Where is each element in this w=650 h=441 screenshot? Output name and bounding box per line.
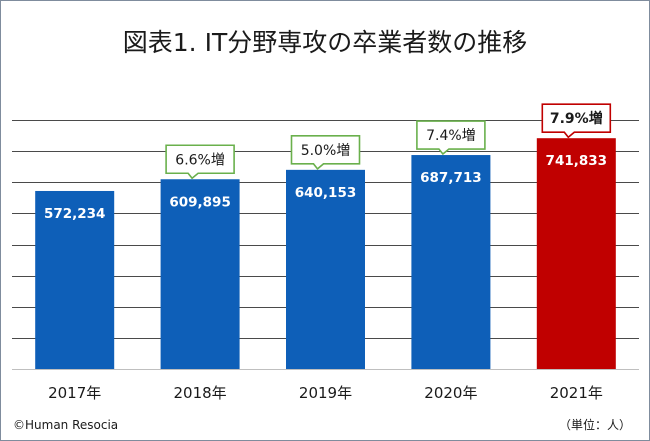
- bar-2019年: [286, 169, 365, 369]
- growth-callout-box: [416, 120, 486, 156]
- value-label: 741,833: [546, 153, 608, 169]
- credit-text: ©Human Resocia: [13, 418, 118, 432]
- x-axis-ticks: 2017年 2018年 2019年 2020年 2021年: [48, 384, 603, 402]
- x-tick-label: 2017年: [48, 384, 101, 402]
- chart-title: 図表1. IT分野専攻の卒業者数の推移: [123, 28, 527, 57]
- growth-callout-box: [165, 144, 235, 180]
- value-label: 609,895: [169, 194, 231, 210]
- value-label: 687,713: [420, 170, 482, 186]
- x-tick-label: 2019年: [299, 384, 352, 402]
- x-tick-label: 2018年: [174, 384, 227, 402]
- unit-note: （単位：人）: [559, 417, 631, 432]
- bars: [35, 138, 616, 369]
- bar-2018年: [160, 179, 240, 369]
- growth-callout-box: [541, 103, 612, 139]
- value-labels: 572,234 609,895 640,153 687,713 741,833: [44, 153, 607, 222]
- growth-callout-label: 7.9%増: [550, 110, 603, 127]
- growth-callout-box: [290, 135, 361, 170]
- growth-callout-label: 7.4%増: [426, 128, 476, 144]
- x-tick-label: 2021年: [550, 384, 603, 402]
- growth-callout-label: 6.6%増: [175, 152, 225, 168]
- bar-2020年: [411, 155, 491, 369]
- value-label: 572,234: [44, 206, 106, 222]
- bar-2021年: [536, 138, 616, 369]
- bar-2017年: [35, 190, 115, 369]
- x-tick-label: 2020年: [424, 384, 477, 402]
- growth-callout-label: 5.0%増: [301, 143, 351, 159]
- value-label: 640,153: [295, 185, 357, 201]
- growth-callouts: 6.6%増 5.0%増 7.4%増 7.9%増: [165, 103, 612, 180]
